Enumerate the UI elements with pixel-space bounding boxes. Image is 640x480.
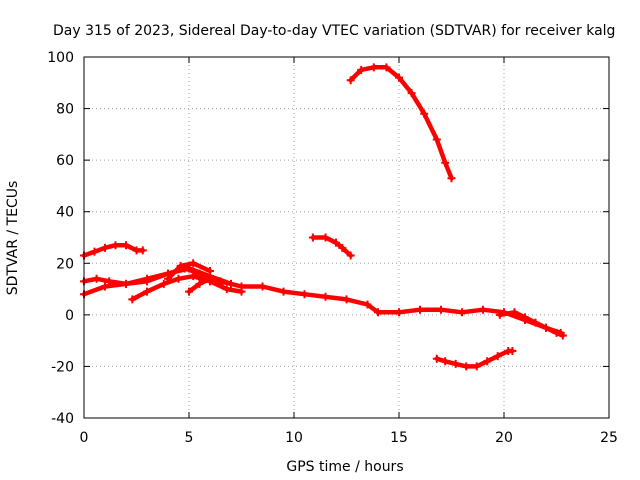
data-point	[300, 290, 309, 299]
y-axis-label: SDTVAR / TECUs	[5, 181, 21, 296]
series-arc-10	[434, 348, 515, 369]
data-point	[143, 287, 151, 296]
data-point	[189, 272, 198, 281]
data-point	[143, 277, 151, 286]
data-point	[472, 362, 481, 371]
data-point	[90, 247, 99, 256]
series-arc-8	[310, 235, 353, 258]
data-point	[101, 282, 109, 291]
data-point	[558, 331, 567, 340]
data-point	[542, 323, 550, 332]
data-point	[510, 308, 519, 317]
data-point	[407, 89, 416, 98]
data-point	[164, 274, 172, 283]
data-point	[237, 287, 246, 296]
data-point	[346, 251, 355, 260]
plot-frame	[83, 56, 610, 419]
data-point	[441, 357, 450, 366]
x-tick-label: 20	[495, 430, 513, 446]
data-point	[174, 274, 183, 283]
data-point	[159, 279, 168, 288]
data-point	[531, 318, 540, 327]
data-point	[437, 305, 445, 314]
data-point	[462, 362, 471, 371]
x-tick-label: 0	[80, 430, 89, 446]
data-point	[122, 279, 130, 288]
data-point	[552, 328, 561, 337]
data-point	[111, 241, 120, 250]
data-point	[176, 261, 185, 270]
series-arc-5	[165, 261, 213, 282]
y-tick-label: 0	[65, 308, 74, 324]
data-point	[185, 287, 193, 296]
data-point	[92, 274, 101, 283]
data-point	[216, 279, 225, 288]
data-point	[420, 109, 429, 118]
y-tick-label: 80	[56, 102, 74, 118]
y-tick-label: 40	[56, 205, 74, 221]
grid	[84, 57, 609, 418]
data-point	[382, 63, 391, 72]
data-point	[493, 352, 502, 361]
data-point	[138, 246, 147, 255]
data-point	[447, 174, 456, 183]
data-point	[374, 308, 382, 317]
data-point	[369, 63, 378, 72]
data-point	[432, 135, 441, 144]
data-point	[495, 310, 504, 319]
x-tick-label: 15	[390, 430, 408, 446]
data-point	[363, 300, 372, 309]
data-point	[432, 354, 441, 363]
data-point	[357, 65, 366, 74]
x-axis-label: GPS time / hours	[286, 459, 403, 475]
data-point	[189, 259, 198, 268]
data-point	[101, 243, 109, 252]
series-arc-4	[130, 273, 244, 302]
x-tick-label: 5	[185, 430, 194, 446]
data-point	[321, 233, 330, 242]
data-point	[338, 243, 347, 252]
plot-area	[80, 63, 567, 371]
y-tick-label: 60	[56, 153, 74, 169]
x-tick-label: 10	[285, 430, 303, 446]
data-point	[122, 241, 130, 250]
data-point	[521, 313, 529, 322]
chart-title: Day 315 of 2023, Sidereal Day-to-day VTE…	[53, 23, 615, 39]
data-point	[479, 305, 487, 314]
data-point	[321, 292, 330, 301]
axes: 0 5 10 15 20 25 -40 -20 0 20 40 60 80 100	[47, 50, 618, 446]
data-point	[332, 238, 340, 247]
data-point	[416, 305, 424, 314]
data-point	[258, 282, 267, 291]
series-arc-9	[348, 65, 454, 181]
data-point	[395, 73, 403, 82]
y-tick-label: -20	[51, 359, 74, 375]
data-point	[395, 308, 403, 317]
data-point	[441, 158, 450, 167]
data-point	[195, 279, 204, 288]
data-point	[346, 76, 355, 85]
series-arc-6	[186, 276, 223, 294]
data-point	[206, 267, 214, 276]
x-tick-label: 25	[600, 430, 618, 446]
data-point	[508, 346, 517, 355]
data-point	[206, 274, 214, 283]
data-point	[128, 295, 137, 304]
y-tick-label: 20	[56, 256, 74, 272]
y-tick-label: -40	[51, 411, 74, 427]
data-point	[458, 308, 466, 317]
data-point	[451, 359, 460, 368]
data-point	[222, 285, 231, 294]
data-point	[279, 287, 288, 296]
data-point	[308, 233, 317, 242]
y-tick-label: 100	[47, 50, 74, 66]
data-point	[483, 357, 492, 366]
data-point	[342, 295, 351, 304]
data-point	[227, 279, 235, 288]
